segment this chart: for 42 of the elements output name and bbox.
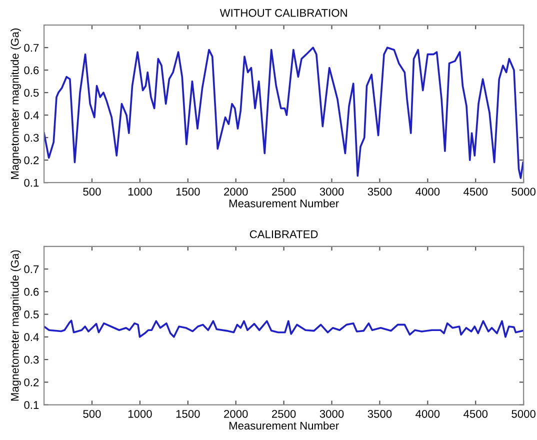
line-series bbox=[44, 46, 524, 180]
y-axis-title: Magnetometer magnitude (Ga) bbox=[10, 250, 21, 401]
x-tick-label: 3500 bbox=[368, 410, 392, 418]
x-tick-label: 1500 bbox=[176, 410, 200, 418]
y-tick-label: 0.6 bbox=[24, 66, 39, 74]
y-tick-label: 0.1 bbox=[24, 178, 39, 187]
chart-title: CALIBRATED bbox=[250, 230, 318, 238]
x-axis-title: Measurement Number bbox=[229, 421, 339, 430]
y-tick-label: 0.2 bbox=[24, 378, 39, 386]
y-tick-label: 0.7 bbox=[24, 44, 39, 52]
x-tick-label: 500 bbox=[83, 410, 101, 418]
x-tick-label: 3500 bbox=[368, 188, 392, 196]
x-tick-label: 3000 bbox=[320, 410, 344, 418]
x-tick-label: 2500 bbox=[272, 188, 296, 196]
x-tick-label: 1000 bbox=[128, 410, 152, 418]
x-tick-label: 2000 bbox=[224, 188, 248, 196]
x-axis-title: Measurement Number bbox=[229, 199, 339, 208]
x-tick-label: 4000 bbox=[416, 410, 440, 418]
y-tick-label: 0.5 bbox=[24, 310, 39, 318]
y-tick-label: 0.2 bbox=[24, 156, 39, 164]
y-tick-label: 0.3 bbox=[24, 134, 39, 142]
x-tick-label: 2500 bbox=[272, 410, 296, 418]
x-tick-label: 5000 bbox=[512, 410, 536, 418]
y-tick-label: 0.5 bbox=[24, 88, 39, 97]
x-tick-label: 5000 bbox=[512, 188, 536, 196]
x-tick-label: 1500 bbox=[176, 188, 200, 196]
y-tick-label: 0.4 bbox=[24, 111, 39, 120]
y-axis-title: Magnetometer magnitude (Ga) bbox=[10, 28, 21, 179]
x-tick-label: 4000 bbox=[416, 188, 440, 196]
y-tick-label: 0.7 bbox=[24, 265, 39, 274]
x-tick-label: 3000 bbox=[320, 188, 344, 196]
x-tick-label: 4500 bbox=[464, 410, 488, 418]
x-tick-label: 2000 bbox=[224, 410, 248, 418]
x-tick-label: 4500 bbox=[464, 188, 488, 196]
y-tick-label: 0.1 bbox=[24, 401, 39, 409]
y-tick-label: 0.6 bbox=[24, 288, 39, 296]
line-series bbox=[44, 320, 524, 338]
y-tick-label: 0.3 bbox=[24, 356, 39, 364]
y-tick-label: 0.4 bbox=[24, 333, 39, 342]
x-tick-label: 500 bbox=[83, 188, 101, 196]
chart-title: WITHOUT CALIBRATION bbox=[220, 8, 347, 17]
x-tick-label: 1000 bbox=[128, 188, 152, 196]
